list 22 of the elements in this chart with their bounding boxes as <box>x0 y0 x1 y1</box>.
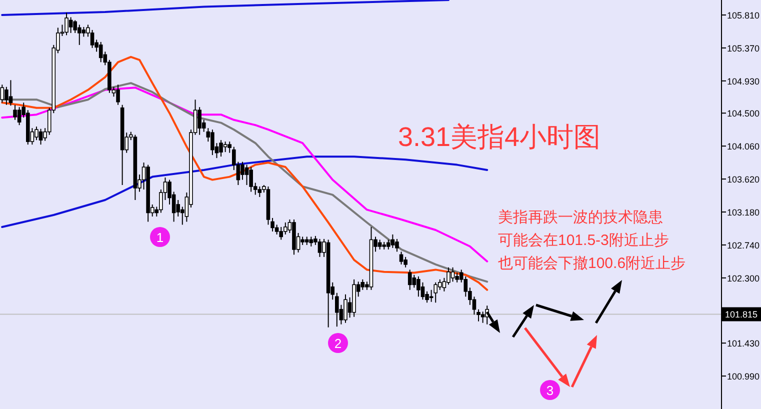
y-tick-label: 102.740 <box>727 240 760 250</box>
annotation: 3 <box>546 383 554 398</box>
annotation: 1 <box>156 230 164 245</box>
y-tick-label: 104.060 <box>727 142 760 152</box>
y-tick-label: 103.180 <box>727 207 760 218</box>
y-tick-label: 103.620 <box>727 174 760 185</box>
ref-line-label: 101.815 <box>725 310 758 320</box>
y-tick-label: 101.430 <box>727 338 760 349</box>
y-tick-label: 105.810 <box>727 10 760 20</box>
y-tick-label: 105.370 <box>727 43 760 54</box>
annotation: 2 <box>334 336 342 351</box>
annotation: 可能会在101.5-3附近止步 <box>498 232 669 249</box>
annotation: 1 <box>150 227 170 247</box>
y-tick-label: 104.930 <box>727 76 760 86</box>
y-tick-label: 102.300 <box>727 273 760 284</box>
y-tick-label: 104.500 <box>727 108 760 119</box>
annotation: 美指再跌一波的技术隐患 <box>498 209 663 226</box>
annotation: 2 <box>328 333 348 353</box>
annotation: 3 <box>540 380 560 400</box>
text: 3.31美指4小时图 <box>398 122 601 152</box>
annotation: 也可能会下撤100.6附近止步 <box>498 255 686 272</box>
y-tick-label: 100.990 <box>727 372 760 382</box>
